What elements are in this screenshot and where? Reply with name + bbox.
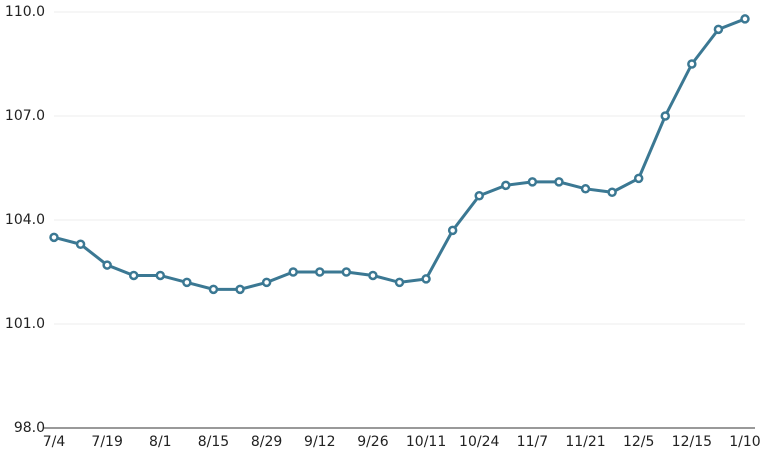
point	[49, 232, 59, 243]
point	[421, 274, 431, 284]
x-tick-label: 9/12	[304, 434, 335, 450]
x-tick-label: 11/7	[517, 434, 548, 450]
x-tick-label: 7/4	[43, 434, 66, 450]
y-tick-label: 110.0	[5, 4, 45, 20]
point	[527, 177, 538, 187]
point	[368, 270, 378, 281]
x-tick-label: 12/5	[623, 434, 654, 450]
y-tick-label: 98.0	[14, 420, 45, 436]
y-tick-label: 104.0	[5, 212, 45, 228]
x-tick-label: 8/29	[251, 434, 282, 450]
point	[580, 184, 591, 194]
point	[288, 267, 298, 277]
x-tick-label: 9/26	[357, 434, 389, 450]
x-tick-label: 8/15	[198, 434, 229, 450]
point	[261, 277, 272, 288]
point	[474, 190, 484, 201]
x-tick-label: 8/1	[149, 434, 172, 450]
x-tick-label: 10/11	[406, 434, 446, 450]
point	[341, 267, 352, 277]
point	[687, 59, 697, 69]
y-tick-label: 107.0	[5, 108, 45, 124]
point	[447, 225, 458, 236]
x-tick-label: 10/24	[459, 434, 499, 450]
line	[53, 17, 746, 291]
point	[208, 284, 219, 295]
point	[554, 177, 564, 187]
point	[607, 187, 617, 198]
x-tick-label: 12/15	[672, 434, 712, 450]
point	[660, 111, 671, 121]
point	[235, 284, 245, 295]
point	[182, 277, 192, 288]
x-tick-label: 7/19	[91, 434, 122, 450]
point	[740, 14, 750, 24]
point	[394, 277, 405, 288]
point	[315, 267, 325, 277]
point	[501, 180, 511, 191]
x-tick-label: 11/21	[565, 434, 605, 450]
point	[102, 260, 112, 270]
point	[713, 24, 724, 35]
point	[75, 239, 86, 250]
x-tick-label: 1/10	[729, 434, 760, 450]
point	[128, 270, 139, 281]
point	[633, 173, 644, 184]
point	[155, 270, 166, 281]
y-tick-label: 101.0	[5, 316, 45, 332]
